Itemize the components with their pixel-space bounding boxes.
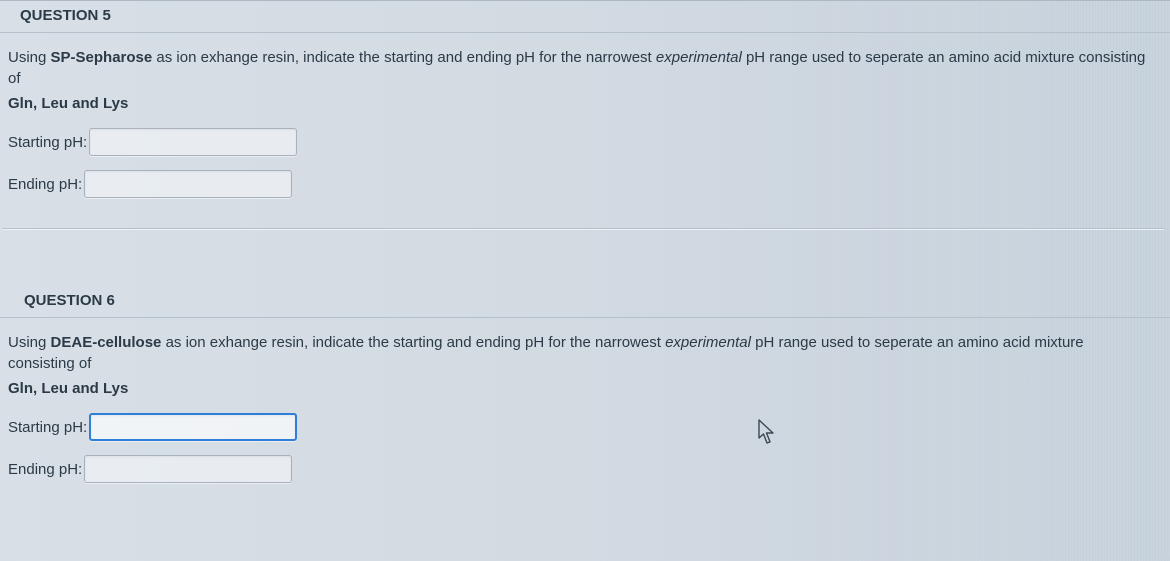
q5-resin: SP-Sepharose	[51, 49, 153, 66]
q5-starting-label: Starting pH:	[8, 132, 87, 153]
q5-ending-label: Ending pH:	[8, 174, 82, 195]
q5-prompt-pre: Using	[8, 49, 51, 66]
q6-prompt-pre: Using	[8, 334, 51, 351]
q6-ending-row: Ending pH:	[8, 455, 1148, 483]
q6-ending-input[interactable]	[84, 455, 292, 483]
q6-aminos: Gln, Leu and Lys	[8, 378, 1148, 399]
q5-ending-input[interactable]	[84, 170, 292, 198]
q5-aminos: Gln, Leu and Lys	[8, 93, 1148, 114]
question-5-header-wrap: QUESTION 5	[0, 1, 1170, 33]
q5-ending-row: Ending pH:	[8, 170, 1148, 198]
q6-starting-row: Starting pH:	[8, 413, 1148, 441]
q6-resin: DEAE-cellulose	[51, 334, 162, 351]
q5-starting-input[interactable]	[89, 128, 297, 156]
q5-starting-row: Starting pH:	[8, 128, 1148, 156]
q5-experimental: experimental	[656, 49, 742, 66]
question-6-block: QUESTION 6 Using DEAE-cellulose as ion e…	[0, 286, 1170, 493]
q6-starting-input[interactable]	[89, 413, 297, 441]
q6-starting-label: Starting pH:	[8, 417, 87, 438]
vertical-gap	[0, 230, 1170, 286]
question-6-body: Using DEAE-cellulose as ion exhange resi…	[0, 318, 1170, 493]
question-6-header-wrap: QUESTION 6	[0, 286, 1170, 318]
question-6-prompt: Using DEAE-cellulose as ion exhange resi…	[8, 332, 1148, 374]
q6-prompt-mid: as ion exhange resin, indicate the start…	[161, 334, 665, 351]
question-6-header: QUESTION 6	[24, 292, 1170, 309]
question-5-header: QUESTION 5	[20, 7, 1170, 24]
q5-prompt-mid: as ion exhange resin, indicate the start…	[152, 49, 656, 66]
q6-experimental: experimental	[665, 334, 751, 351]
question-5-block: QUESTION 5 Using SP-Sepharose as ion exh…	[0, 1, 1170, 230]
q6-ending-label: Ending pH:	[8, 459, 82, 480]
question-5-prompt: Using SP-Sepharose as ion exhange resin,…	[8, 47, 1148, 89]
question-5-body: Using SP-Sepharose as ion exhange resin,…	[0, 33, 1170, 228]
